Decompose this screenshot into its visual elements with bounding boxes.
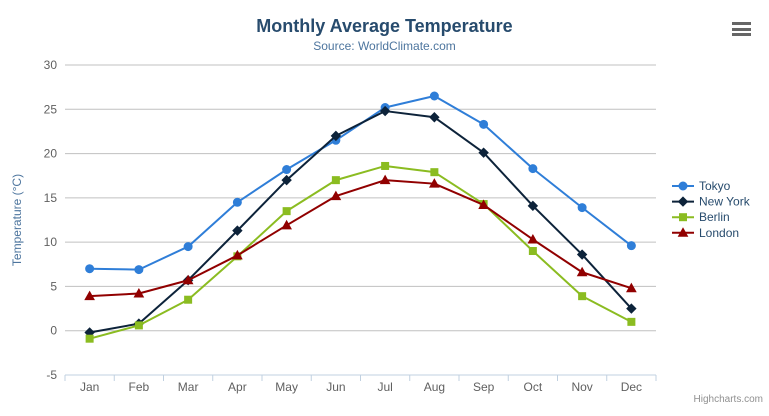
- data-point-marker[interactable]: [381, 161, 390, 170]
- series-line-london: [88, 179, 633, 298]
- chart-title: Monthly Average Temperature: [256, 16, 513, 36]
- series-berlin: [85, 161, 636, 343]
- x-axis-label: Sep: [473, 380, 495, 394]
- data-point-marker[interactable]: [281, 174, 292, 186]
- data-point-marker[interactable]: [134, 265, 144, 275]
- data-point-marker[interactable]: [429, 91, 439, 101]
- menu-bar: [732, 33, 751, 36]
- data-point-marker[interactable]: [84, 290, 95, 301]
- data-point-marker[interactable]: [627, 317, 636, 326]
- x-axis-label: Nov: [571, 380, 592, 394]
- data-point-marker[interactable]: [183, 242, 193, 252]
- y-axis-label: 15: [44, 191, 58, 205]
- data-point-marker[interactable]: [379, 174, 391, 185]
- x-axis-label: Aug: [424, 380, 445, 394]
- data-point-marker[interactable]: [379, 105, 391, 117]
- data-point-marker[interactable]: [626, 241, 636, 251]
- series-tokyo: [85, 91, 636, 275]
- menu-bar: [732, 22, 751, 25]
- legend-item-label: Tokyo: [699, 179, 731, 193]
- series-line-berlin: [88, 164, 633, 340]
- legend-item-new-york[interactable]: New York: [672, 195, 751, 209]
- data-point-marker[interactable]: [429, 178, 440, 188]
- legend-symbol-marker: [677, 227, 689, 237]
- data-point-marker[interactable]: [430, 168, 439, 177]
- data-point-marker[interactable]: [527, 200, 539, 212]
- y-axis-label: 0: [50, 324, 57, 338]
- legend-item-label: New York: [699, 195, 751, 209]
- x-axis-label: Jun: [326, 380, 345, 394]
- credits-link[interactable]: Highcharts.com: [693, 394, 763, 405]
- y-axis-label: 10: [44, 235, 58, 249]
- data-point-marker[interactable]: [576, 266, 588, 277]
- data-point-marker[interactable]: [626, 303, 637, 314]
- legend-symbol-marker: [678, 181, 688, 191]
- x-axis-label: Jan: [80, 380, 99, 394]
- data-point-marker[interactable]: [576, 249, 588, 260]
- data-point-marker[interactable]: [134, 321, 143, 330]
- data-point-marker[interactable]: [330, 190, 342, 201]
- data-point-marker[interactable]: [182, 274, 194, 285]
- data-point-marker[interactable]: [282, 165, 292, 175]
- y-axis-label: -5: [46, 368, 57, 382]
- series-new-york: [84, 105, 637, 338]
- data-point-marker[interactable]: [429, 112, 440, 123]
- data-point-marker[interactable]: [232, 225, 243, 236]
- data-point-marker[interactable]: [232, 197, 242, 207]
- data-point-marker[interactable]: [527, 233, 539, 244]
- data-point-marker[interactable]: [528, 247, 537, 255]
- data-point-marker[interactable]: [478, 199, 489, 209]
- data-point-marker[interactable]: [282, 207, 291, 216]
- legend-symbol-marker: [679, 213, 687, 222]
- data-point-marker[interactable]: [184, 295, 193, 304]
- data-point-marker[interactable]: [133, 287, 145, 298]
- series-line-tokyo: [88, 95, 633, 271]
- legend-item-berlin[interactable]: Berlin: [672, 210, 730, 224]
- legend-item-label: Berlin: [699, 210, 730, 224]
- y-axis-title: Temperature (°C): [10, 174, 24, 266]
- x-axis-label: Feb: [129, 380, 150, 394]
- x-axis-label: Mar: [178, 380, 199, 394]
- legend-symbol-marker: [677, 196, 689, 207]
- data-point-marker[interactable]: [478, 147, 489, 158]
- data-point-marker[interactable]: [281, 219, 292, 230]
- legend-item-label: London: [699, 226, 739, 240]
- series-line-new-york: [88, 110, 633, 334]
- data-point-marker[interactable]: [479, 119, 489, 129]
- chart-subtitle: Source: WorldClimate.com: [313, 39, 456, 53]
- data-point-marker[interactable]: [330, 130, 342, 142]
- x-axis-label: Dec: [621, 380, 642, 394]
- data-point-marker[interactable]: [528, 164, 538, 174]
- data-point-marker[interactable]: [232, 249, 243, 260]
- x-axis-label: Oct: [524, 380, 543, 394]
- x-axis-label: Jul: [377, 380, 392, 394]
- legend-item-tokyo[interactable]: Tokyo: [672, 179, 731, 193]
- x-axis-label: Apr: [228, 380, 247, 394]
- y-axis-label: 5: [50, 279, 57, 293]
- y-axis-label: 25: [44, 102, 58, 116]
- context-menu-icon[interactable]: [730, 20, 754, 38]
- data-point-marker[interactable]: [85, 264, 95, 274]
- menu-bar: [732, 27, 751, 31]
- legend-item-london[interactable]: London: [672, 226, 739, 240]
- data-point-marker[interactable]: [578, 292, 587, 301]
- series-london: [84, 174, 637, 301]
- y-axis-label: 20: [44, 147, 58, 161]
- data-point-marker[interactable]: [331, 176, 340, 185]
- y-axis-label: 30: [44, 58, 58, 72]
- data-point-marker[interactable]: [577, 203, 587, 213]
- data-point-marker[interactable]: [85, 334, 94, 343]
- x-axis-label: May: [275, 380, 298, 394]
- data-point-marker[interactable]: [626, 282, 637, 293]
